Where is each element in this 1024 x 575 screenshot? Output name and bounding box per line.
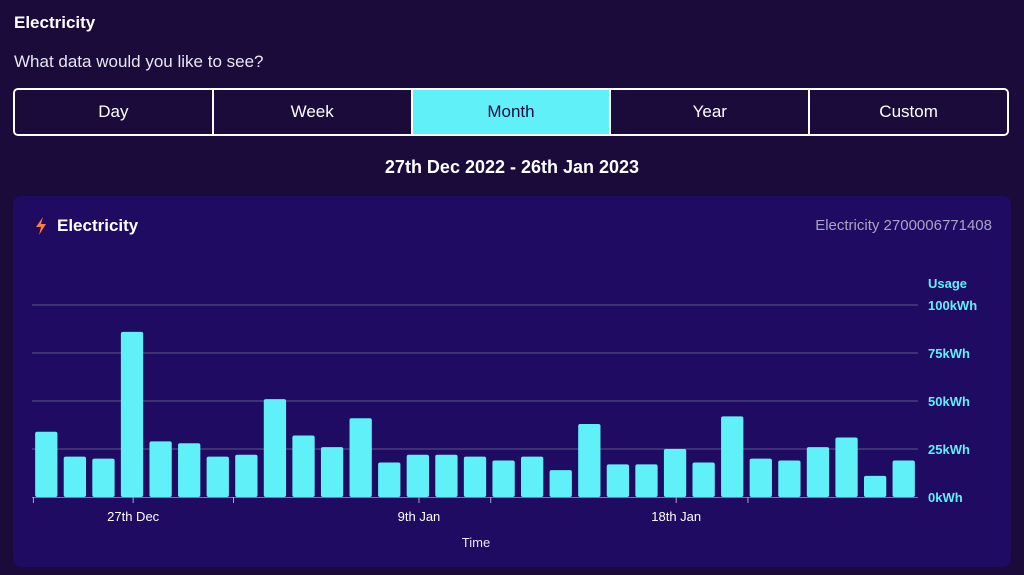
- usage-bar[interactable]: [92, 458, 115, 497]
- usage-bar[interactable]: [120, 331, 144, 497]
- usage-bar[interactable]: [320, 447, 344, 497]
- usage-bar[interactable]: [35, 431, 58, 497]
- usage-bar[interactable]: [892, 460, 915, 497]
- usage-bar[interactable]: [692, 462, 715, 497]
- usage-bar[interactable]: [263, 399, 287, 497]
- y-tick-label: 25kWh: [928, 442, 970, 457]
- meter-label: Electricity 2700006771408: [815, 217, 992, 234]
- date-range: 27th Dec 2022 - 26th Jan 2023: [384, 157, 640, 177]
- usage-bar[interactable]: [492, 460, 515, 497]
- y-axis-label: Usage: [928, 276, 967, 291]
- tab-week[interactable]: Week: [213, 90, 413, 134]
- usage-bar[interactable]: [178, 443, 201, 497]
- usage-bar[interactable]: [549, 470, 572, 497]
- x-axis-label: Time: [462, 535, 490, 550]
- usage-card: Electricity Electricity 2700006771408 0k…: [13, 196, 1011, 567]
- usage-bar[interactable]: [835, 437, 858, 497]
- period-tabs: Day Week Month Year Custom: [13, 88, 1009, 136]
- usage-bar[interactable]: [435, 454, 458, 497]
- usage-bar[interactable]: [749, 458, 772, 497]
- usage-bar[interactable]: [778, 460, 801, 497]
- usage-bar[interactable]: [63, 456, 87, 497]
- section-title: Electricity: [14, 13, 96, 32]
- usage-bar[interactable]: [463, 456, 487, 497]
- usage-bar[interactable]: [863, 475, 887, 497]
- usage-bar[interactable]: [806, 447, 830, 497]
- usage-bar[interactable]: [235, 454, 258, 497]
- tab-month[interactable]: Month: [412, 90, 612, 134]
- usage-bar[interactable]: [521, 456, 544, 497]
- usage-chart: 0kWh 25kWh 50kWh 75kWh 100kWh Usage 27th Dec 9t…: [32, 276, 977, 550]
- y-tick-label: 75kWh: [928, 346, 970, 361]
- y-tick-label: 0kWh: [928, 490, 963, 505]
- usage-bar[interactable]: [406, 454, 429, 497]
- usage-bar[interactable]: [149, 441, 172, 497]
- x-tick-label: 27th Dec: [107, 509, 160, 524]
- usage-bar[interactable]: [663, 449, 687, 497]
- usage-bar[interactable]: [349, 418, 372, 497]
- lightning-bolt-icon: [36, 217, 46, 235]
- usage-bar[interactable]: [606, 464, 630, 497]
- usage-bar[interactable]: [635, 464, 658, 497]
- usage-bar[interactable]: [378, 462, 401, 497]
- x-tick-label: 9th Jan: [398, 509, 441, 524]
- data-prompt: What data would you like to see?: [14, 52, 264, 71]
- card-title: Electricity: [57, 216, 139, 235]
- tab-custom[interactable]: Custom: [810, 90, 1007, 134]
- x-tick-label: 18th Jan: [651, 509, 701, 524]
- usage-bar[interactable]: [292, 435, 315, 497]
- usage-bar[interactable]: [206, 456, 229, 497]
- y-tick-label: 100kWh: [928, 298, 977, 313]
- y-tick-label: 50kWh: [928, 394, 970, 409]
- tab-day[interactable]: Day: [15, 90, 214, 134]
- usage-bar[interactable]: [721, 416, 744, 497]
- tab-year[interactable]: Year: [611, 90, 811, 134]
- usage-bar[interactable]: [578, 424, 601, 497]
